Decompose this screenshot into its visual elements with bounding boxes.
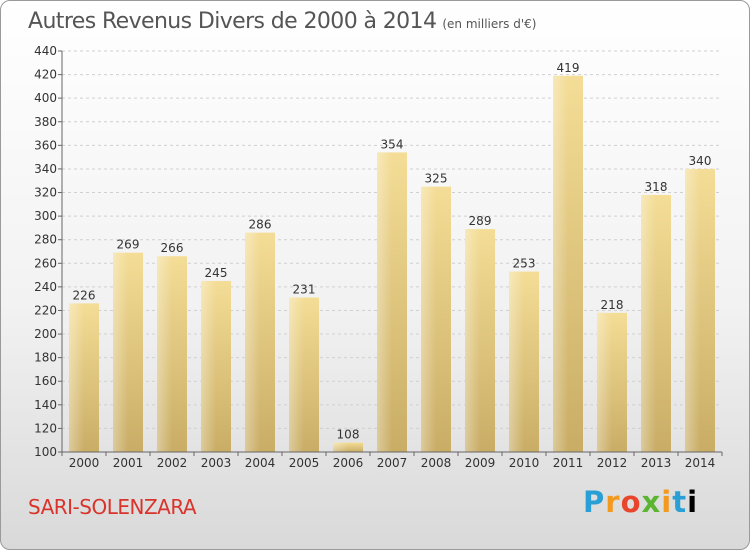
bar-highlight: [509, 271, 524, 452]
y-tick-label: 260: [34, 256, 57, 270]
x-tick-label: 2014: [685, 456, 716, 470]
bar-highlight: [641, 194, 656, 452]
x-tick-label: 2009: [465, 456, 496, 470]
x-tick-label: 2001: [113, 456, 144, 470]
data-label: 266: [161, 241, 184, 255]
bar-highlight: [421, 186, 436, 452]
bar-highlight: [245, 232, 260, 452]
data-label: 245: [205, 266, 228, 280]
x-tick-label: 2007: [377, 456, 408, 470]
axes: [61, 51, 722, 453]
bar-highlight: [157, 256, 172, 452]
data-label: 318: [645, 180, 668, 194]
x-tick-label: 2008: [421, 456, 452, 470]
data-label: 340: [689, 154, 712, 168]
y-tick-label: 420: [34, 68, 57, 82]
data-labels: 226 269 266 245 286 231 108 354 325 289 253 419 218 3…: [73, 61, 712, 442]
x-tick-labels: 2000 2001 2002 2003 2004 2005 2006 2007 2008 2009…: [61, 452, 723, 470]
bar-highlight: [553, 75, 568, 453]
y-tick-labels: 100 120 140 160 180 200 220 240 260 280 300 320 340 3…: [34, 44, 62, 459]
x-tick-label: 2005: [289, 456, 320, 470]
y-tick-label: 120: [34, 421, 57, 435]
y-tick-label: 180: [34, 351, 57, 365]
x-tick-label: 2004: [245, 456, 276, 470]
x-tick-label: 2011: [553, 456, 584, 470]
y-tick-label: 320: [34, 186, 57, 200]
x-tick-label: 2010: [509, 456, 540, 470]
y-tick-label: 220: [34, 303, 57, 317]
data-label: 354: [381, 137, 404, 151]
y-tick-label: 400: [34, 91, 57, 105]
bar-highlight: [465, 229, 480, 452]
unit-note: (en milliers d'€): [442, 17, 537, 31]
proxiti-logo: Proxiti: [583, 485, 699, 519]
bar-highlight: [377, 152, 392, 452]
bars: [69, 75, 715, 453]
x-tick-label: 2003: [201, 456, 232, 470]
data-label: 286: [249, 218, 272, 232]
y-tick-label: 140: [34, 398, 57, 412]
data-label: 325: [425, 172, 448, 186]
x-tick-label: 2012: [597, 456, 628, 470]
bar-highlight: [113, 252, 128, 452]
data-label: 419: [557, 61, 580, 75]
x-tick-label: 2002: [157, 456, 188, 470]
y-tick-label: 160: [34, 374, 57, 388]
y-tick-label: 380: [34, 115, 57, 129]
y-tick-label: 360: [34, 138, 57, 152]
bar-highlight: [289, 297, 304, 452]
y-tick-label: 440: [34, 44, 57, 58]
data-label: 226: [73, 288, 96, 302]
data-label: 108: [337, 428, 360, 442]
bar-highlight: [69, 303, 84, 452]
chart-title: Autres Revenus Divers de 2000 à 2014 (en …: [28, 9, 536, 34]
data-label: 231: [293, 282, 316, 296]
data-label: 289: [469, 214, 492, 228]
bar-highlight: [201, 280, 216, 452]
y-tick-label: 240: [34, 280, 57, 294]
y-tick-label: 340: [34, 162, 57, 176]
y-tick-label: 300: [34, 209, 57, 223]
bar-highlight: [333, 442, 348, 452]
x-tick-label: 2000: [69, 456, 100, 470]
place-name: SARI-SOLENZARA: [28, 495, 197, 519]
bar-highlight: [597, 312, 612, 452]
chart-title-text: Autres Revenus Divers de 2000 à 2014: [28, 9, 437, 34]
x-tick-label: 2006: [333, 456, 364, 470]
y-tick-label: 100: [34, 445, 57, 459]
data-label: 253: [513, 257, 536, 271]
y-tick-label: 280: [34, 233, 57, 247]
data-label: 269: [117, 238, 140, 252]
data-label: 218: [601, 298, 624, 312]
bar-highlight: [685, 168, 700, 453]
x-tick-label: 2013: [641, 456, 672, 470]
y-tick-label: 200: [34, 327, 57, 341]
